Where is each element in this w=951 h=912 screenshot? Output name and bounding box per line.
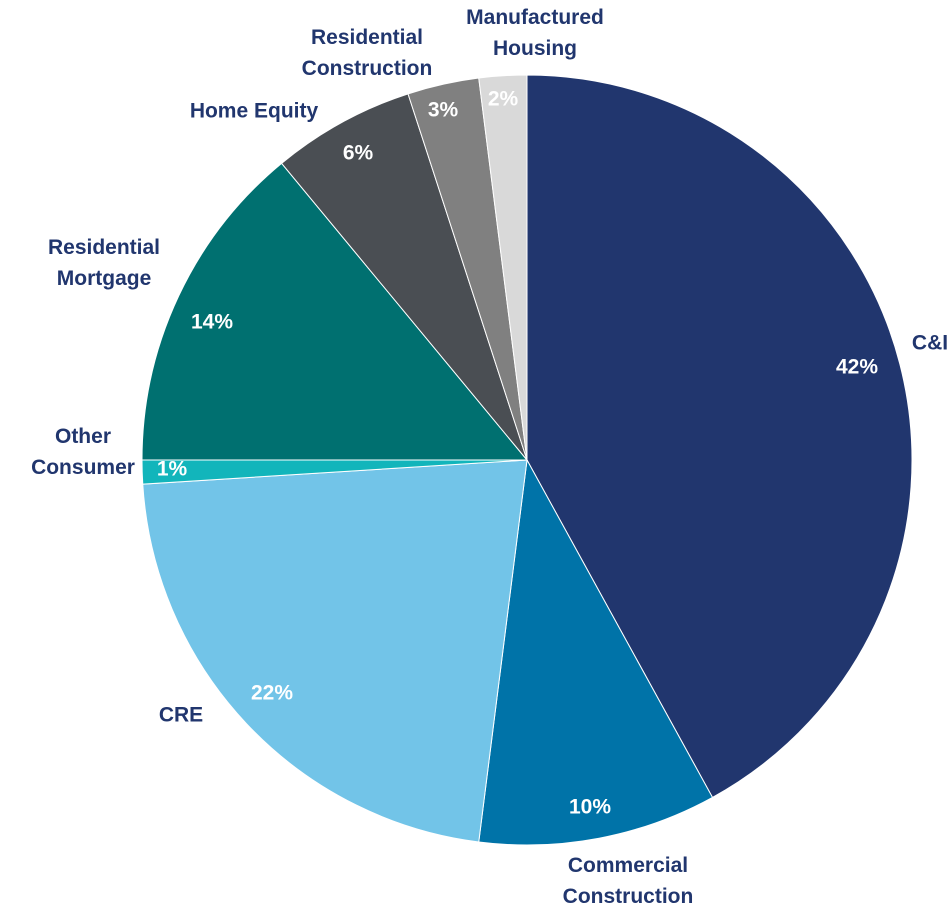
category-label: Residential Construction (301, 26, 433, 80)
value-label: 3% (428, 99, 459, 122)
pie-slice (141, 162, 529, 461)
value-label: 6% (343, 142, 374, 165)
value-label: 14% (191, 311, 233, 334)
pie-slice (478, 74, 528, 461)
value-label: 2% (488, 88, 519, 111)
value-label: 1% (157, 458, 188, 481)
value-label: 22% (251, 682, 293, 705)
pie-slice (478, 458, 714, 846)
category-label: C&I (911, 331, 949, 355)
category-label: Home Equity (189, 99, 319, 123)
category-label: Residential Mortgage (47, 236, 161, 290)
category-label: CRE (158, 703, 204, 727)
value-label: 10% (569, 796, 611, 819)
value-label: 42% (836, 356, 878, 379)
pie-slice (280, 93, 528, 461)
pie-slice (142, 459, 528, 843)
category-label: Other Consumer (31, 425, 135, 479)
category-label: Commercial Construction (562, 854, 694, 908)
pie-slice (526, 74, 913, 799)
category-label: Manufactured Housing (466, 6, 604, 60)
